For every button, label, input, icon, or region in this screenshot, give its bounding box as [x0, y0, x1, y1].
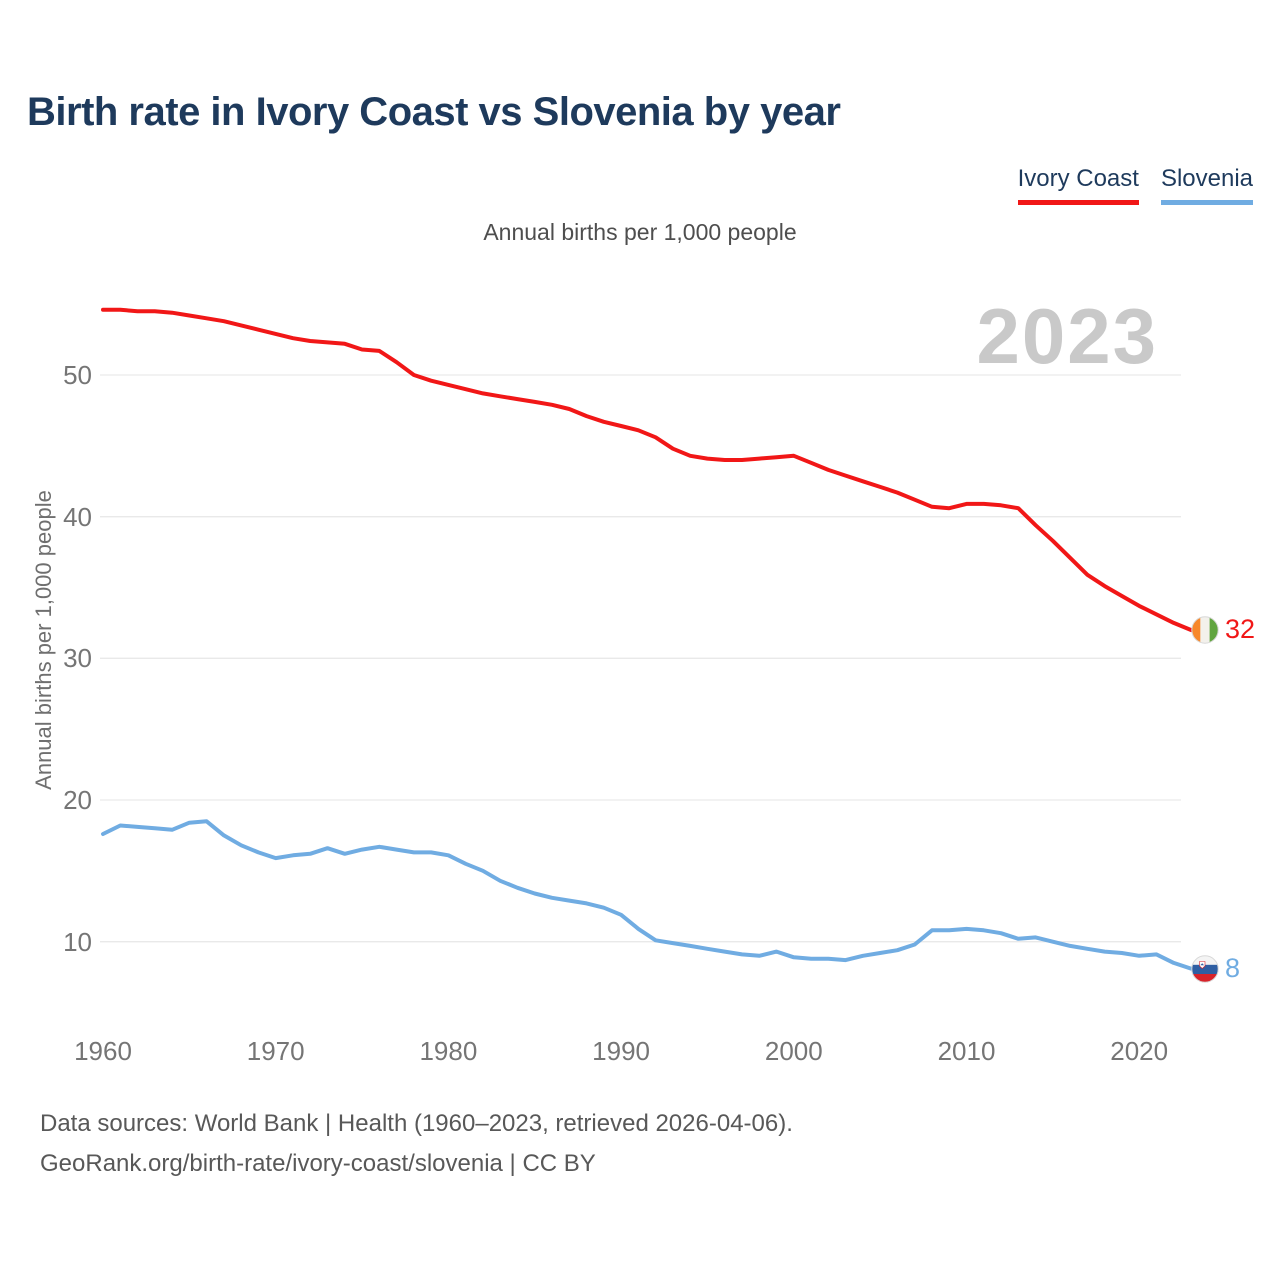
chart-subtitle: Annual births per 1,000 people: [483, 219, 797, 245]
x-tick-label: 2020: [1110, 1036, 1169, 1066]
y-tick-label: 10: [63, 926, 92, 957]
y-tick-label: 20: [63, 785, 92, 815]
x-tick-label: 1960: [74, 1036, 132, 1066]
series-line-ivory-coast: [101, 307, 1193, 632]
data-source-attribution: Data sources: World Bank | Health (1960–…: [40, 1104, 793, 1184]
series-line-slovenia: [101, 819, 1193, 971]
page-title: Birth rate in Ivory Coast vs Slovenia by…: [27, 90, 841, 134]
slovenia-flag-icon: [1191, 954, 1219, 983]
footer-line-1: Data sources: World Bank | Health (1960–…: [40, 1110, 793, 1137]
footer-line-2: GeoRank.org/birth-rate/ivory-coast/slove…: [40, 1150, 596, 1177]
x-tick-label: 2010: [937, 1036, 996, 1066]
legend-item-ivory-coast[interactable]: Ivory Coast: [1017, 165, 1139, 205]
y-tick-label: 50: [63, 360, 92, 390]
ivory-coast-end-value: 32: [1225, 614, 1256, 644]
legend: Ivory Coast Slovenia: [1017, 165, 1253, 205]
x-tick-label: 1980: [419, 1036, 478, 1066]
ivory-coast-flag-icon: [1191, 616, 1219, 644]
y-tick-label: 40: [63, 501, 92, 532]
x-tick-label: 1970: [246, 1036, 305, 1066]
legend-item-slovenia[interactable]: Slovenia: [1160, 165, 1253, 205]
x-tick-label: 1990: [592, 1036, 651, 1066]
slovenia-end-value: 8: [1225, 952, 1241, 983]
y-tick-label: 30: [63, 643, 92, 674]
y-axis-title: Annual births per 1,000 people: [31, 490, 56, 790]
watermark-year: 2023: [976, 292, 1158, 380]
x-tick-label: 2000: [764, 1036, 823, 1066]
